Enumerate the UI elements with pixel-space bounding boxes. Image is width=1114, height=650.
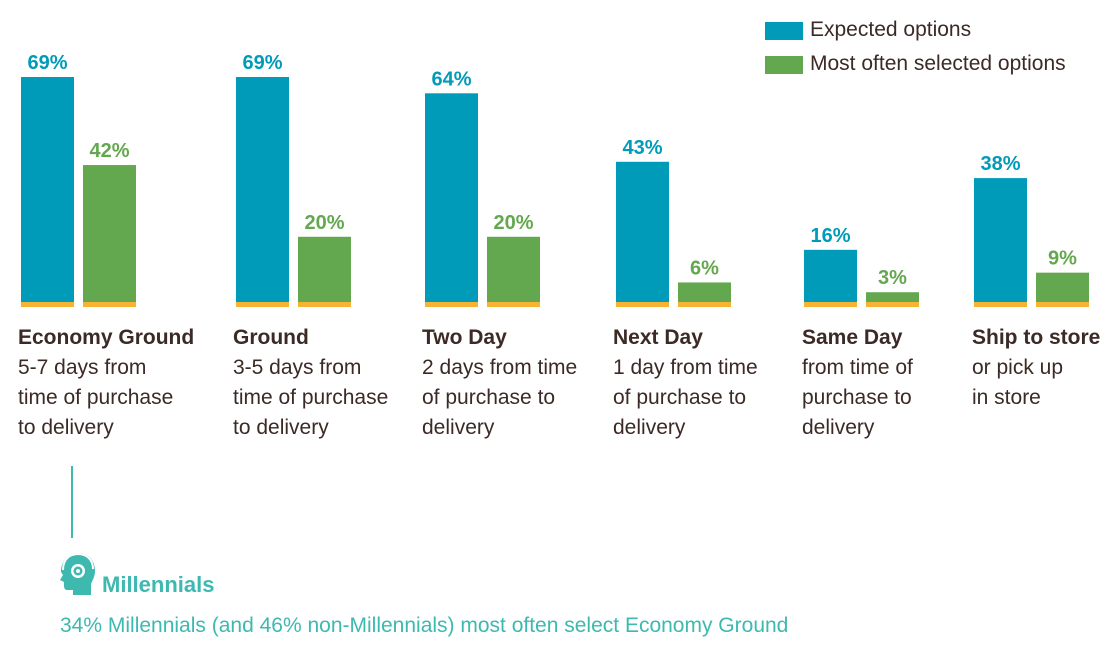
category-title: Ship to store <box>972 326 1101 349</box>
category-description: 2 days from time of purchase to delivery <box>422 356 578 439</box>
category-title: Two Day <box>422 326 507 349</box>
data-label-expected: 43% <box>622 137 662 159</box>
bar-selected <box>678 282 731 302</box>
category-description: from time of purchase to delivery <box>802 356 913 439</box>
legend: Expected options Most often selected opt… <box>765 16 1105 84</box>
category-description: 1 day from time of purchase to delivery <box>613 356 758 439</box>
callout-connector-line <box>71 466 73 538</box>
category-title: Economy Ground <box>18 326 195 349</box>
category-title: Next Day <box>613 326 703 349</box>
head-with-headphones-icon <box>60 552 95 595</box>
bar-baseline <box>298 302 351 307</box>
data-label-selected: 9% <box>1048 248 1077 270</box>
data-label-selected: 42% <box>89 140 129 162</box>
data-label-selected: 20% <box>304 212 344 234</box>
legend-item-expected: Expected options <box>765 16 1105 50</box>
bar-selected <box>487 236 540 302</box>
bar-selected <box>298 236 351 302</box>
bar-expected <box>616 161 669 302</box>
legend-item-selected: Most often selected options <box>765 50 1105 84</box>
legend-label-expected: Expected options <box>810 18 972 41</box>
category-two-day: Two Day 2 days from time of purchase to … <box>422 323 612 443</box>
bar-expected <box>236 77 289 302</box>
bar-baseline <box>804 302 857 307</box>
bar-baseline <box>83 302 136 307</box>
data-label-expected: 16% <box>810 225 850 247</box>
category-title: Same Day <box>802 326 903 349</box>
bar-expected <box>425 93 478 302</box>
bar-baseline <box>1036 302 1089 307</box>
data-label-expected: 69% <box>27 52 67 74</box>
data-label-expected: 38% <box>980 153 1020 175</box>
data-label-selected: 6% <box>690 257 719 279</box>
category-economy-ground: Economy Ground 5-7 days from time of pur… <box>18 323 208 443</box>
bar-baseline <box>974 302 1027 307</box>
bar-selected <box>1036 272 1089 302</box>
legend-swatch-selected <box>765 56 803 74</box>
bar-selected <box>83 165 136 302</box>
bar-expected <box>974 178 1027 302</box>
bar-expected <box>804 249 857 302</box>
category-ship-to-store: Ship to store or pick up in store <box>972 323 1112 413</box>
data-label-selected: 20% <box>493 212 533 234</box>
bar-baseline <box>236 302 289 307</box>
bar-chart: 69% 42% 69% 20% 64% 20% 43% 6% 16% 3% 38% 9% <box>21 52 1089 307</box>
category-same-day: Same Day from time of purchase to delive… <box>802 323 992 443</box>
legend-swatch-expected <box>765 22 803 40</box>
bar-baseline <box>487 302 540 307</box>
category-ground: Ground 3-5 days from time of purchase to… <box>233 323 423 443</box>
category-description: 5-7 days from time of purchase to delive… <box>18 356 174 439</box>
bar-baseline <box>425 302 478 307</box>
bar-expected <box>21 77 74 302</box>
category-description: or pick up in store <box>972 356 1064 409</box>
category-description: 3-5 days from time of purchase to delive… <box>233 356 389 439</box>
callout-title: Millennials <box>102 572 215 597</box>
category-next-day: Next Day 1 day from time of purchase to … <box>613 323 803 443</box>
bar-baseline <box>866 302 919 307</box>
bar-baseline <box>21 302 74 307</box>
data-label-selected: 3% <box>878 267 907 289</box>
data-label-expected: 69% <box>242 52 282 74</box>
data-label-expected: 64% <box>431 68 471 90</box>
bar-selected <box>866 292 919 302</box>
legend-label-selected: Most often selected options <box>810 52 1066 75</box>
bar-baseline <box>616 302 669 307</box>
callout-text: 34% Millennials (and 46% non-Millennials… <box>60 614 789 637</box>
bar-baseline <box>678 302 731 307</box>
category-title: Ground <box>233 326 309 349</box>
